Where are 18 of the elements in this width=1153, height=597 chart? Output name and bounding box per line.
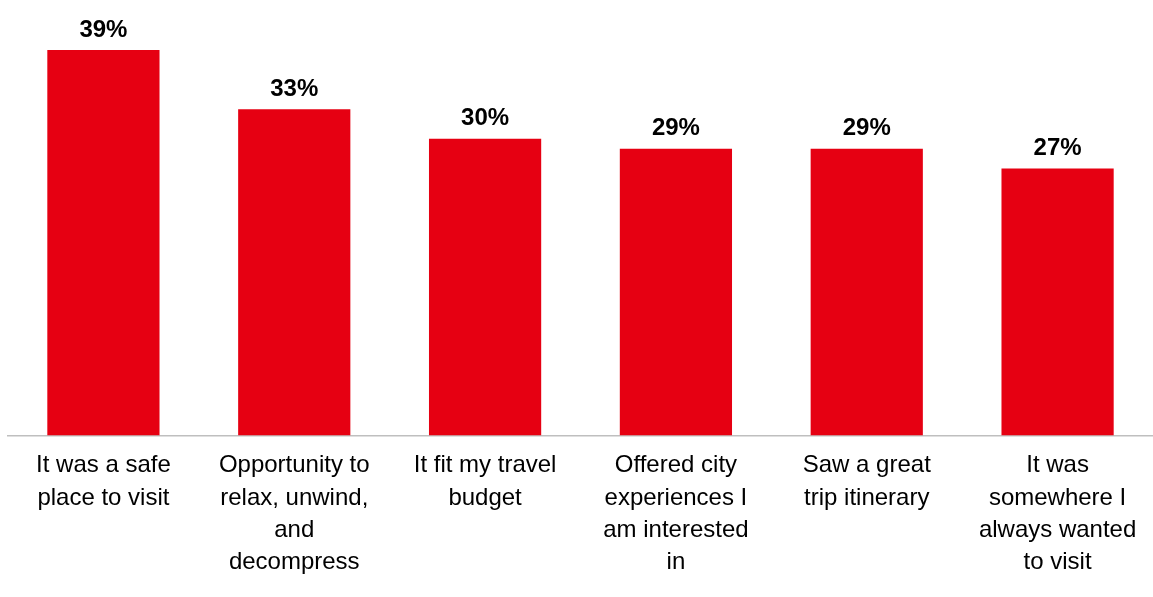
x-tick-label: Opportunity to relax, unwind, and decompress <box>218 450 370 575</box>
bar <box>1001 168 1114 436</box>
x-tick-label: Offered city experiences I am interested in <box>603 450 749 575</box>
bar <box>238 109 351 436</box>
data-label: 39% <box>79 14 128 42</box>
bar <box>47 49 160 436</box>
x-tick-label: Saw a great trip itinerary <box>802 450 932 510</box>
data-label: 30% <box>461 103 510 131</box>
data-label: 33% <box>270 73 319 101</box>
x-tick-label: It was a safe place to visit <box>36 450 171 510</box>
x-tick-label: It was somewhere I always wanted to visit <box>978 450 1137 575</box>
data-label: 29% <box>842 113 891 141</box>
data-label: 27% <box>1033 133 1082 161</box>
bar <box>619 148 733 436</box>
x-tick-label: It fit my travel budget <box>413 450 557 510</box>
bar <box>810 148 923 436</box>
data-label: 29% <box>651 113 700 141</box>
bar <box>428 138 542 436</box>
